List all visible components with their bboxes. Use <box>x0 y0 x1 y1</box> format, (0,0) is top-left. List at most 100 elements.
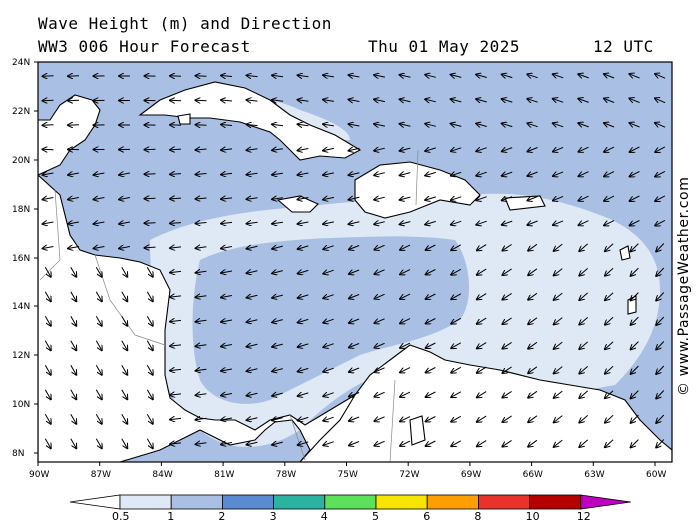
direction-arrow <box>247 173 258 174</box>
direction-arrow <box>170 149 182 150</box>
direction-arrow <box>476 75 487 78</box>
direction-arrow <box>400 244 411 250</box>
direction-arrow <box>44 413 51 424</box>
direction-arrow <box>451 197 462 200</box>
direction-arrow <box>579 390 589 398</box>
direction-arrow <box>579 439 589 447</box>
direction-arrow <box>272 75 284 76</box>
direction-arrow <box>477 268 487 275</box>
direction-arrow <box>451 221 462 224</box>
direction-arrow <box>579 317 589 324</box>
direction-arrow <box>477 244 487 251</box>
direction-arrow <box>298 442 309 445</box>
direction-arrow <box>170 418 182 419</box>
direction-arrow <box>374 124 385 126</box>
legend-swatch <box>529 494 582 510</box>
direction-arrow <box>119 173 130 175</box>
direction-arrow <box>196 198 207 199</box>
direction-arrow <box>400 75 411 77</box>
direction-arrow <box>374 148 385 151</box>
lon-label: 87W <box>91 470 111 480</box>
direction-arrow <box>94 173 105 175</box>
direction-arrow <box>170 174 182 175</box>
direction-arrow <box>145 247 156 248</box>
direction-arrow <box>247 418 258 420</box>
direction-arrow <box>323 344 334 348</box>
direction-arrow <box>349 368 360 372</box>
direction-arrow <box>298 393 309 396</box>
credit-text: © www.PassageWeather.com <box>676 177 692 396</box>
direction-arrow <box>247 100 258 101</box>
direction-arrow <box>605 292 614 300</box>
direction-arrow <box>655 195 666 201</box>
direction-arrow <box>374 173 385 176</box>
direction-arrow <box>425 75 436 78</box>
direction-arrow <box>400 367 411 373</box>
direction-arrow <box>578 123 589 127</box>
direction-arrow <box>323 246 334 250</box>
direction-arrow <box>221 247 232 249</box>
direction-arrow <box>477 342 487 349</box>
direction-arrow <box>196 369 207 371</box>
direction-arrow <box>656 390 665 399</box>
direction-arrow <box>323 100 334 102</box>
direction-arrow <box>374 222 385 225</box>
direction-arrow <box>323 442 334 446</box>
direction-arrow <box>44 266 51 277</box>
direction-arrow <box>656 267 665 276</box>
direction-arrow <box>605 390 614 398</box>
direction-arrow <box>221 271 232 273</box>
direction-arrow <box>44 315 51 326</box>
direction-arrow <box>400 99 411 101</box>
direction-arrow <box>476 148 487 152</box>
legend-swatch <box>273 494 326 510</box>
direction-arrow <box>554 268 563 276</box>
direction-arrow <box>272 222 283 224</box>
direction-arrow <box>476 99 487 102</box>
direction-arrow <box>528 341 538 348</box>
direction-arrow <box>604 195 615 201</box>
direction-arrow <box>374 367 385 372</box>
direction-arrow <box>451 244 462 250</box>
direction-arrow <box>554 243 563 251</box>
direction-arrow <box>43 125 54 126</box>
direction-arrow <box>476 124 487 127</box>
direction-arrow <box>656 365 665 374</box>
direction-arrow <box>196 394 207 396</box>
direction-arrow <box>579 415 589 422</box>
direction-arrow <box>553 147 564 151</box>
direction-arrow <box>374 293 385 298</box>
direction-arrow <box>298 295 309 298</box>
direction-arrow <box>221 443 232 445</box>
legend-swatch <box>375 494 428 510</box>
lon-label: 81W <box>214 470 234 480</box>
lat-label: 22N <box>12 107 30 117</box>
direction-arrow <box>631 267 639 276</box>
direction-arrow <box>170 443 182 444</box>
direction-arrow <box>146 389 153 400</box>
legend-tick: 0.5 <box>112 510 130 523</box>
lon-label: 78W <box>276 470 296 480</box>
direction-arrow <box>170 320 182 321</box>
direction-arrow <box>502 439 512 446</box>
direction-arrow <box>630 171 640 177</box>
direction-arrow <box>579 341 589 349</box>
direction-arrow <box>247 124 258 125</box>
direction-arrow <box>605 316 614 324</box>
direction-arrow <box>95 438 102 449</box>
direction-arrow <box>451 268 462 274</box>
direction-arrow <box>655 98 666 104</box>
direction-arrow <box>579 195 589 201</box>
direction-arrow <box>554 439 563 447</box>
direction-arrow <box>426 318 436 324</box>
direction-arrow <box>170 247 182 248</box>
direction-arrow <box>631 365 639 374</box>
direction-arrow <box>196 296 207 298</box>
direction-arrow <box>425 148 436 151</box>
direction-arrow <box>374 440 385 445</box>
direction-arrow <box>655 146 666 152</box>
direction-arrow <box>44 438 51 449</box>
lat-label: 14N <box>12 302 30 312</box>
direction-arrow <box>121 266 128 277</box>
direction-arrow <box>272 295 283 298</box>
